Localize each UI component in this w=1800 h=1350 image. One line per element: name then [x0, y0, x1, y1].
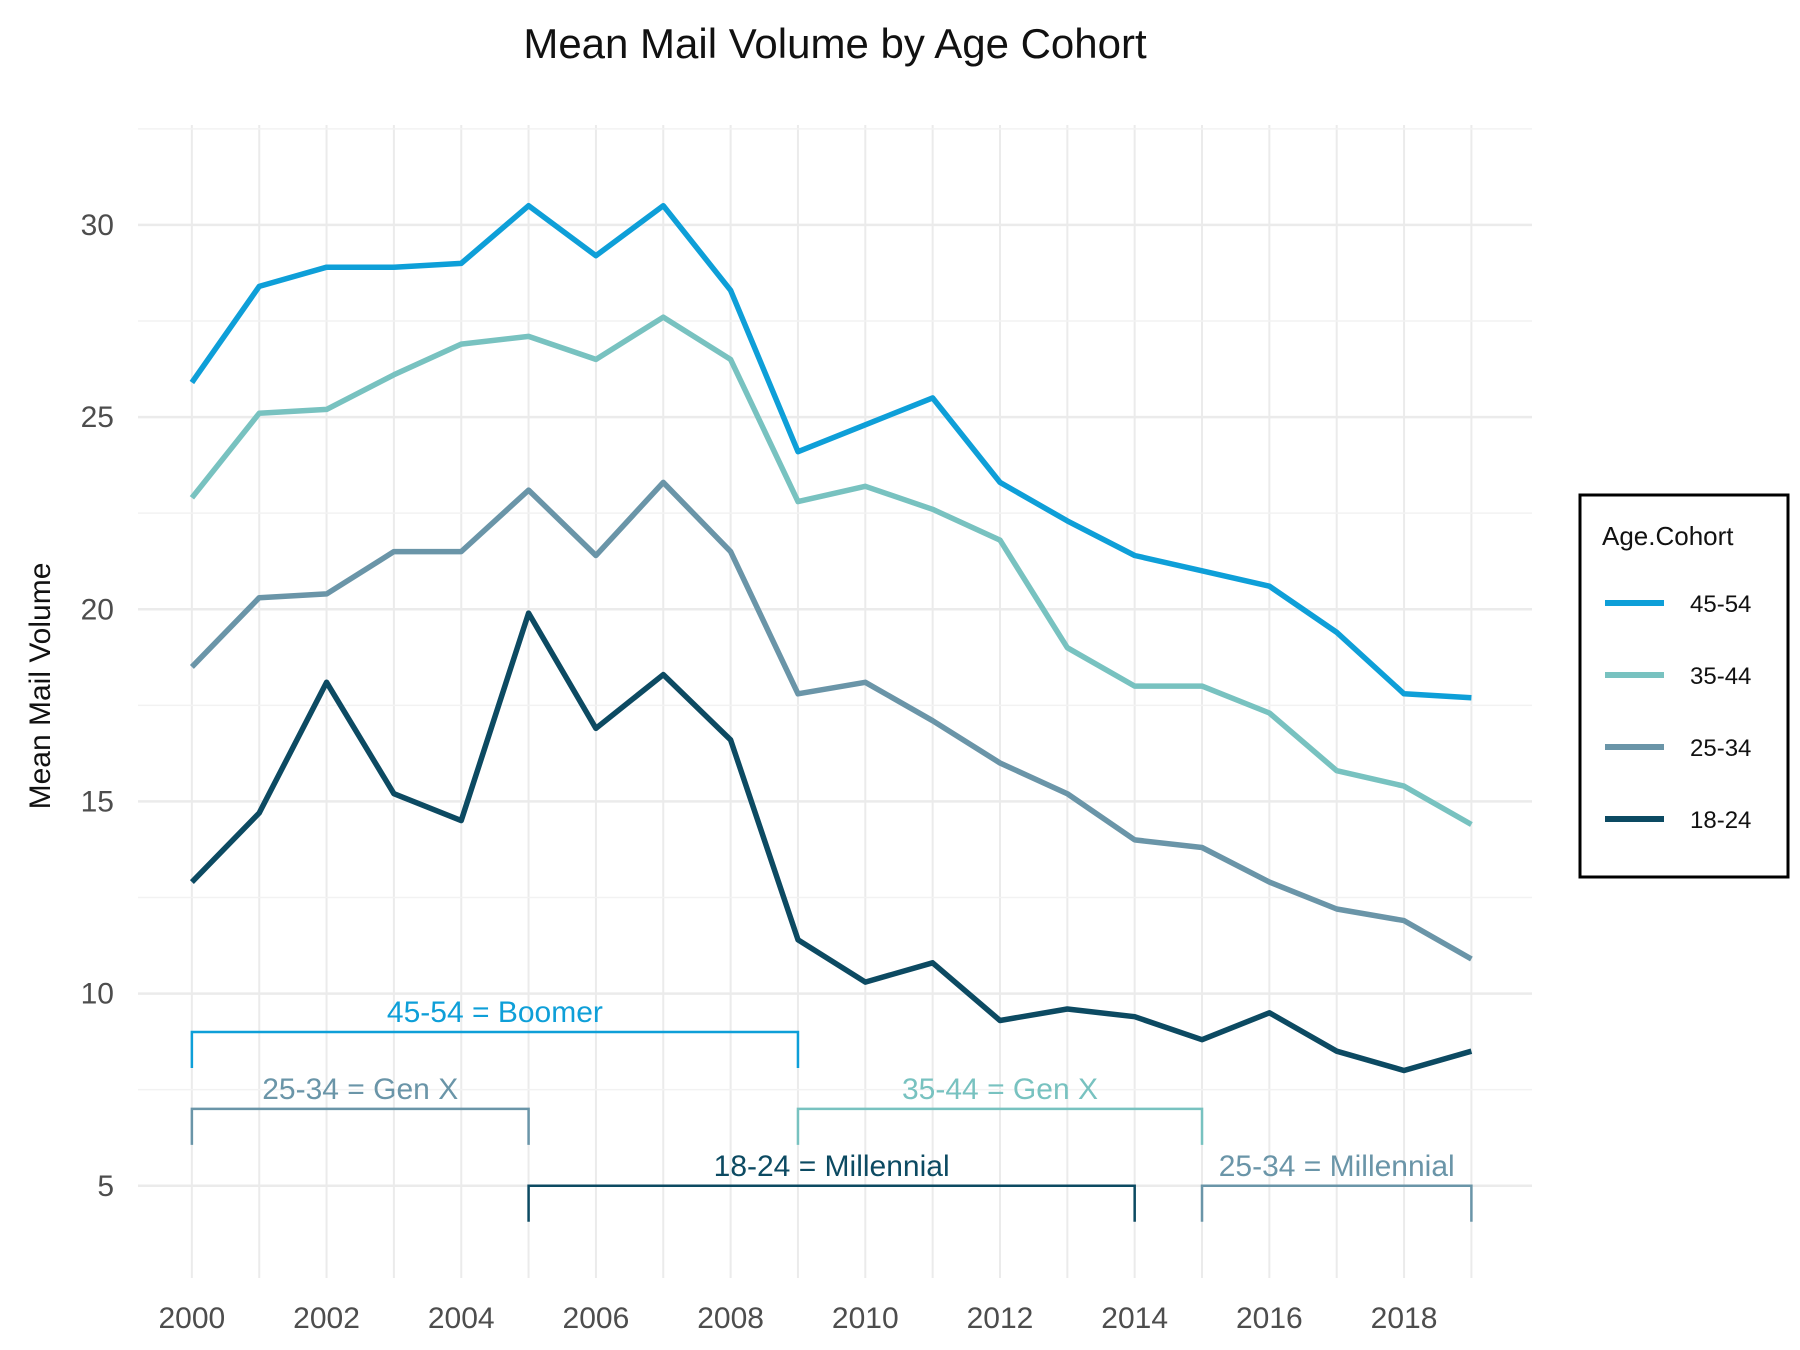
- x-tick-label: 2016: [1236, 1302, 1303, 1335]
- x-tick-label: 2004: [428, 1302, 495, 1335]
- x-tick-label: 2010: [832, 1302, 899, 1335]
- x-tick-label: 2006: [563, 1302, 630, 1335]
- grid-lines: [138, 125, 1532, 1278]
- annotation-label: 18-24 = Millennial: [714, 1150, 950, 1183]
- y-tick-label: 20: [81, 593, 114, 626]
- series-line-35-44: [189, 314, 1473, 827]
- chart-title: Mean Mail Volume by Age Cohort: [523, 20, 1147, 67]
- annotation-bracket: [527, 1184, 1136, 1222]
- x-tick-label: 2000: [158, 1302, 225, 1335]
- legend-box: [1578, 493, 1790, 879]
- y-tick-label: 5: [97, 1170, 114, 1203]
- legend-label-18-24: 18-24: [1690, 807, 1751, 834]
- x-tick-label: 2002: [293, 1302, 360, 1335]
- legend-label-25-34: 25-34: [1690, 735, 1751, 762]
- legend-items: 45-54 35-44 25-34 18-24: [1605, 591, 1751, 834]
- legend-label-45-54: 45-54: [1690, 591, 1751, 618]
- cohort-annotations: 45-54 = Boomer 25-34 = Gen X 35-44 = Gen X…: [190, 996, 1473, 1222]
- y-axis-ticks: 5 10 15 20 25 30: [81, 209, 114, 1203]
- y-axis-title: Mean Mail Volume: [24, 563, 57, 810]
- series-line-18-24: [189, 610, 1473, 1074]
- y-tick-label: 10: [81, 978, 114, 1011]
- series-line-25-34: [189, 479, 1473, 962]
- legend-label-35-44: 35-44: [1690, 663, 1751, 690]
- annotation-bracket: [190, 1030, 800, 1069]
- annotation-bracket: [190, 1107, 530, 1145]
- series-lines: [189, 202, 1473, 1074]
- legend-title: Age.Cohort: [1602, 521, 1734, 551]
- x-tick-label: 2014: [1101, 1302, 1168, 1335]
- x-axis-ticks: 2000 2002 2004 2006 2008 2010 2012 2014 2016 2018: [158, 1302, 1437, 1335]
- annotation-label: 25-34 = Gen X: [262, 1073, 458, 1106]
- annotation-label: 45-54 = Boomer: [387, 996, 603, 1029]
- x-tick-label: 2018: [1371, 1302, 1438, 1335]
- y-tick-label: 30: [81, 209, 114, 242]
- series-line-45-54: [189, 202, 1472, 701]
- y-tick-label: 15: [81, 785, 114, 818]
- annotation-label: 25-34 = Millennial: [1219, 1150, 1455, 1183]
- legend: Age.Cohort 45-54 35-44 25-34 18-24: [1578, 493, 1790, 879]
- y-tick-label: 25: [81, 401, 114, 434]
- annotation-label: 35-44 = Gen X: [902, 1073, 1098, 1106]
- x-tick-label: 2012: [967, 1302, 1034, 1335]
- x-tick-label: 2008: [697, 1302, 764, 1335]
- annotation-bracket: [1200, 1184, 1473, 1222]
- annotation-bracket: [796, 1107, 1204, 1145]
